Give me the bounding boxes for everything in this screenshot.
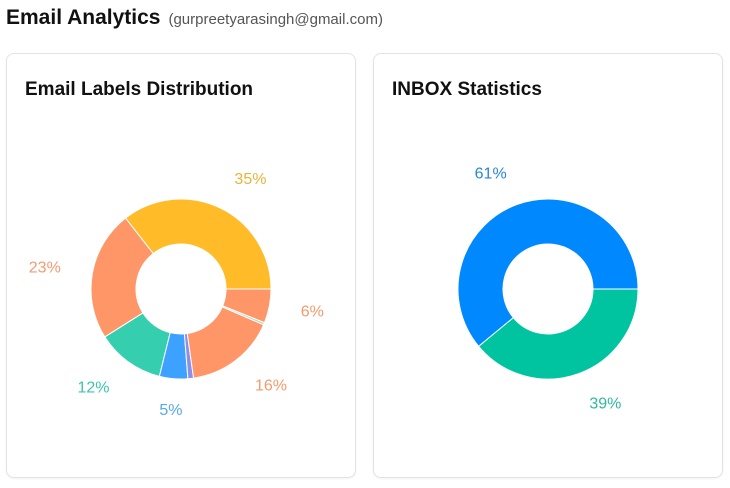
page-title: Email Analytics (6, 6, 161, 29)
slice-percent-label: 12% (78, 379, 110, 396)
slice-percent-label: 35% (234, 171, 266, 188)
account-email: (gurpreetyarasingh@gmail.com) (168, 11, 383, 28)
slice-percent-label: 16% (255, 378, 287, 395)
labels-chart-title: Email Labels Distribution (25, 79, 254, 100)
inbox-chart-title: INBOX Statistics (392, 79, 542, 100)
donut-slice[interactable] (90, 217, 154, 338)
labels-donut-chart: 35% 23% 12% 5% 16% 6% (29, 171, 324, 419)
slice-percent-label: 39% (589, 395, 621, 412)
labels-distribution-card: Email Labels Distribution 35% 23% 12% 5% 16%… (6, 53, 356, 478)
donut-slice[interactable] (124, 198, 272, 290)
slice-percent-label: 23% (29, 260, 61, 277)
donut-slice[interactable] (477, 288, 639, 380)
page-header: Email Analytics (gurpreetyarasingh@gmail… (6, 6, 383, 30)
slice-percent-label: 6% (301, 304, 324, 321)
inbox-donut-chart: 61% 39% (457, 166, 639, 412)
slice-percent-label: 5% (159, 402, 182, 419)
donut-slice[interactable] (457, 198, 639, 348)
donut-slice[interactable] (222, 288, 272, 324)
inbox-statistics-card: INBOX Statistics 61% 39% (373, 53, 723, 478)
slice-percent-label: 61% (475, 166, 507, 183)
